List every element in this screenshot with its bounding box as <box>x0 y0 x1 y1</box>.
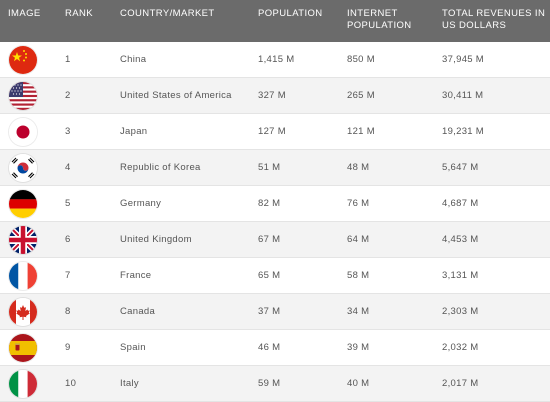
internet-population-cell: 64 M <box>347 234 370 245</box>
population-cell: 46 M <box>258 342 281 353</box>
image-cell <box>8 42 38 77</box>
china-flag-icon <box>9 45 37 74</box>
image-cell <box>8 78 38 113</box>
internet-population-cell: 850 M <box>347 54 375 65</box>
population-cell: 59 M <box>258 378 281 389</box>
rank-cell: 4 <box>65 162 71 173</box>
internet-population-cell: 34 M <box>347 306 370 317</box>
header-country: COUNTRY/MARKET <box>120 8 215 19</box>
italy-flag-icon <box>9 369 37 398</box>
header-rank: RANK <box>65 8 93 19</box>
country-cell: Spain <box>120 342 146 353</box>
table-row: 9 Spain 46 M 39 M 2,032 M <box>0 330 550 366</box>
rank-cell: 9 <box>65 342 71 353</box>
country-cell: Republic of Korea <box>120 162 201 173</box>
internet-population-cell: 265 M <box>347 90 375 101</box>
table-row: 2 United States of America 327 M 265 M 30,41… <box>0 78 550 114</box>
population-cell: 37 M <box>258 306 281 317</box>
internet-population-cell: 58 M <box>347 270 370 281</box>
header-total-revenues: TOTAL REVENUES IN US DOLLARS <box>442 8 546 31</box>
image-cell <box>8 114 38 149</box>
rank-cell: 8 <box>65 306 71 317</box>
spain-flag-icon <box>9 333 37 362</box>
country-cell: Canada <box>120 306 156 317</box>
total-revenue-cell: 2,032 M <box>442 342 479 353</box>
country-cell: United States of America <box>120 90 232 101</box>
rank-cell: 7 <box>65 270 71 281</box>
table-body: 1 China 1,415 M 850 M 37,945 M 2 United States… <box>0 42 550 402</box>
total-revenue-cell: 37,945 M <box>442 54 485 65</box>
image-cell <box>8 222 38 257</box>
image-cell <box>8 150 38 185</box>
country-cell: France <box>120 270 152 281</box>
country-cell: China <box>120 54 147 65</box>
population-cell: 51 M <box>258 162 281 173</box>
rank-cell: 10 <box>65 378 77 389</box>
population-cell: 67 M <box>258 234 281 245</box>
image-cell <box>8 258 38 293</box>
internet-population-cell: 121 M <box>347 126 375 137</box>
total-revenue-cell: 5,647 M <box>442 162 479 173</box>
country-cell: Italy <box>120 378 139 389</box>
table-row: 10 Italy 59 M 40 M 2,017 M <box>0 366 550 402</box>
population-cell: 327 M <box>258 90 286 101</box>
total-revenue-cell: 4,453 M <box>442 234 479 245</box>
table-row: 3 Japan 127 M 121 M 19,231 M <box>0 114 550 150</box>
population-cell: 65 M <box>258 270 281 281</box>
internet-population-cell: 48 M <box>347 162 370 173</box>
internet-population-cell: 40 M <box>347 378 370 389</box>
population-cell: 82 M <box>258 198 281 209</box>
internet-population-cell: 39 M <box>347 342 370 353</box>
france-flag-icon <box>9 261 37 290</box>
table-row: 4 Republic of Korea 51 M 48 M 5,647 M <box>0 150 550 186</box>
rank-cell: 1 <box>65 54 71 65</box>
rank-cell: 3 <box>65 126 71 137</box>
total-revenue-cell: 2,017 M <box>442 378 479 389</box>
country-cell: United Kingdom <box>120 234 192 245</box>
image-cell <box>8 330 38 365</box>
uk-flag-icon <box>9 225 37 254</box>
total-revenue-cell: 2,303 M <box>442 306 479 317</box>
table-row: 7 France 65 M 58 M 3,131 M <box>0 258 550 294</box>
header-image: IMAGE <box>8 8 41 19</box>
rank-cell: 2 <box>65 90 71 101</box>
header-internet-population: INTERNET POPULATION <box>347 8 412 31</box>
usa-flag-icon <box>9 81 37 110</box>
country-cell: Germany <box>120 198 162 209</box>
table-header: IMAGE RANK COUNTRY/MARKET POPULATION INT… <box>0 0 550 42</box>
total-revenue-cell: 30,411 M <box>442 90 484 101</box>
korea-flag-icon <box>9 153 37 182</box>
table-row: 6 United Kingdom 67 M 64 M 4,453 M <box>0 222 550 258</box>
image-cell <box>8 186 38 221</box>
internet-population-cell: 76 M <box>347 198 370 209</box>
table-row: 5 Germany 82 M 76 M 4,687 M <box>0 186 550 222</box>
rank-cell: 5 <box>65 198 71 209</box>
total-revenue-cell: 3,131 M <box>442 270 479 281</box>
population-cell: 127 M <box>258 126 286 137</box>
image-cell <box>8 294 38 329</box>
total-revenue-cell: 4,687 M <box>442 198 479 209</box>
rank-cell: 6 <box>65 234 71 245</box>
table-row: 8 Canada 37 M 34 M 2,303 M <box>0 294 550 330</box>
japan-flag-icon <box>9 117 37 146</box>
total-revenue-cell: 19,231 M <box>442 126 485 137</box>
header-population: POPULATION <box>258 8 323 19</box>
country-cell: Japan <box>120 126 148 137</box>
germany-flag-icon <box>9 189 37 218</box>
image-cell <box>8 366 38 401</box>
canada-flag-icon <box>9 297 37 326</box>
population-cell: 1,415 M <box>258 54 295 65</box>
table-row: 1 China 1,415 M 850 M 37,945 M <box>0 42 550 78</box>
